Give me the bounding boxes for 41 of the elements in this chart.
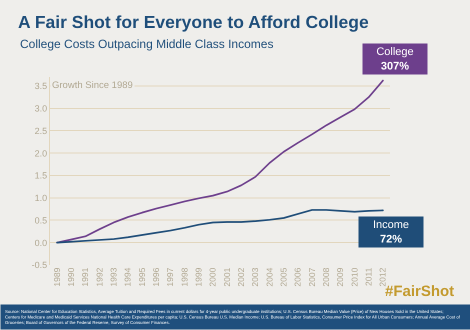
x-tick-label: 2009	[335, 267, 346, 287]
x-tick-label: 2007	[306, 267, 317, 287]
y-tick-label: 2.0	[34, 148, 48, 158]
x-tick-label: 1995	[136, 267, 147, 287]
x-tick-label: 2005	[278, 267, 289, 287]
x-tick-label: 2003	[250, 267, 260, 287]
x-tick-label: 2012	[378, 267, 388, 287]
x-tick-label: 1994	[122, 267, 133, 287]
x-tick-label: 1996	[151, 267, 162, 287]
y-tick-label: 0.0	[34, 238, 48, 248]
y-tick-label: -0.5	[32, 260, 48, 270]
text: #FairShot	[385, 283, 454, 300]
text: College	[376, 46, 414, 58]
x-tick-label: 2002	[236, 267, 246, 287]
y-tick-label: 0.5	[34, 215, 48, 226]
x-tick-label: 1998	[179, 267, 190, 287]
annotation: 72%	[380, 233, 402, 246]
x-tick-label: 1999	[194, 267, 204, 287]
x-tick-label: 2008	[321, 267, 332, 287]
x-tick-label: 2006	[292, 267, 303, 287]
x-tick-label: 2000	[208, 267, 218, 287]
y-axis-title: Growth Since 1989	[52, 80, 133, 91]
x-tick-label: 1997	[165, 267, 176, 287]
chart-subtitle: College Costs Outpacing Middle Class Incomes	[20, 37, 274, 51]
y-tick-label: 3.0	[34, 103, 48, 114]
x-tick-label: 2004	[264, 267, 274, 287]
x-tick-label: 2001	[222, 267, 232, 287]
y-tick-label: 1.5	[34, 170, 48, 181]
y-tick-label: 1.0	[34, 193, 48, 204]
x-tick-label: 1990	[66, 267, 76, 287]
x-tick-label: 1992	[94, 267, 104, 287]
y-tick-label: 3.5	[34, 81, 48, 92]
x-tick-label: 1989	[52, 267, 62, 287]
text: 307%	[380, 60, 410, 72]
x-tick-label: 2010	[349, 267, 360, 287]
x-tick-label: 2011	[364, 267, 374, 286]
x-tick-label: 1991	[80, 267, 90, 287]
x-tick-label: 1993	[108, 267, 119, 287]
chart-title: A Fair Shot for Everyone to Afford College	[18, 12, 369, 32]
y-tick-label: 2.5	[34, 126, 48, 136]
series-label: Income	[372, 219, 410, 231]
